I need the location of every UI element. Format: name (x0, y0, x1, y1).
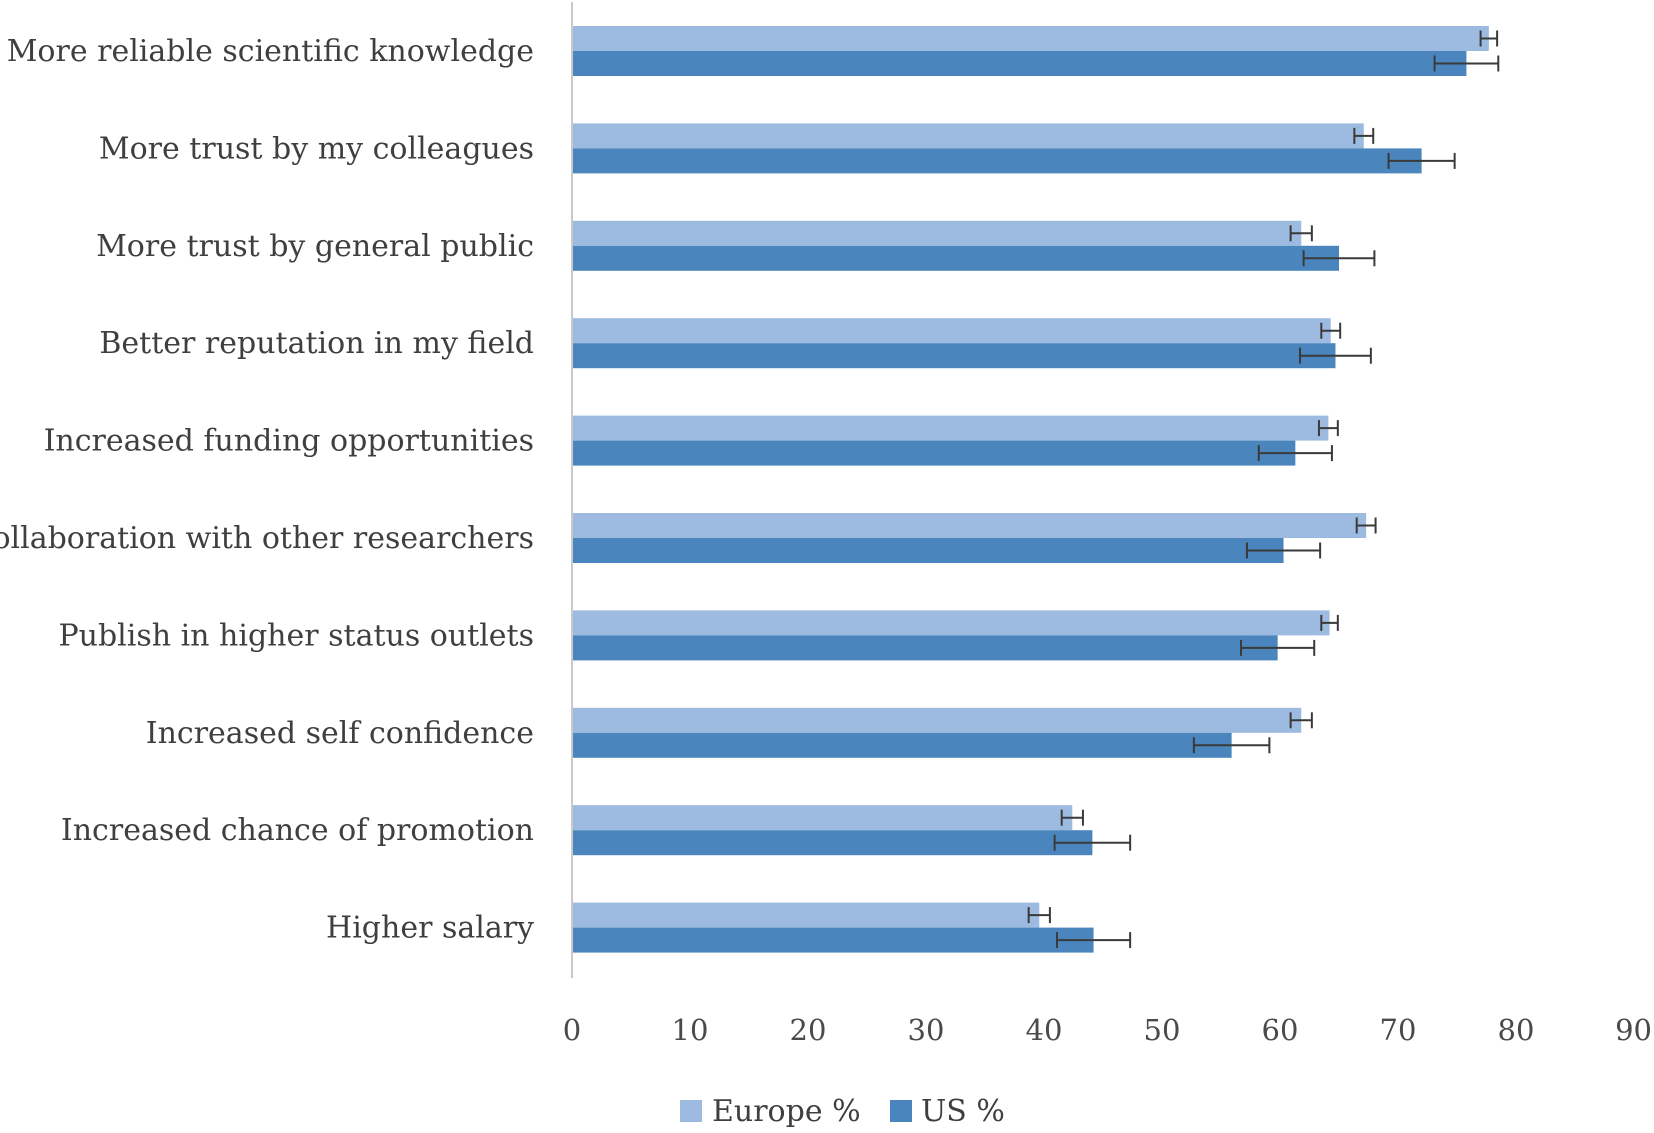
bar-us (572, 732, 1232, 758)
x-tick-label: 50 (1144, 1013, 1181, 1047)
legend-label: Europe % (712, 1094, 861, 1129)
x-tick-label: 0 (563, 1013, 581, 1047)
bar-us (572, 635, 1278, 661)
error-bar-europe (1289, 712, 1313, 729)
error-bar-us (1299, 347, 1372, 364)
bar-europe (572, 610, 1330, 636)
bar-europe (572, 26, 1489, 51)
bar-europe (572, 805, 1073, 831)
error-bar-europe (1479, 30, 1499, 47)
category-label: Publish in higher status outlets (58, 618, 534, 653)
category-label: More trust by my colleagues (99, 131, 534, 166)
bar-europe (572, 415, 1329, 441)
bar-us (572, 830, 1093, 856)
error-bar-europe (1027, 907, 1051, 924)
bar-europe (572, 513, 1367, 538)
bar-europe (572, 123, 1364, 149)
category-label: Better reputation in my field (99, 326, 534, 361)
error-bar-us (1055, 932, 1132, 949)
category-label: Increased funding opportunities (44, 424, 534, 459)
category-label: More reliable scientific knowledge (7, 34, 534, 69)
error-bar-europe (1317, 420, 1339, 437)
bar-us (572, 538, 1284, 563)
error-bar-us (1387, 152, 1456, 169)
category-label: Increased self confidence (146, 716, 534, 751)
category-label: Collaboration with other researchers (0, 521, 534, 556)
error-bar-europe (1353, 127, 1375, 144)
x-tick-label: 40 (1026, 1013, 1063, 1047)
error-bar-us (1053, 834, 1132, 851)
error-bar-europe (1060, 809, 1084, 826)
bar-europe (572, 318, 1331, 344)
bars (572, 26, 1489, 953)
bar-us (572, 440, 1296, 466)
error-bar-europe (1320, 614, 1339, 631)
error-bar-us (1302, 250, 1376, 267)
error-bars (1027, 30, 1500, 949)
error-bar-us (1245, 542, 1322, 559)
legend-swatch (890, 1100, 912, 1122)
error-bar-us (1257, 445, 1333, 462)
legend-item-us: US % (890, 1094, 1005, 1129)
bar-us (572, 245, 1339, 271)
x-tick-label: 60 (1262, 1013, 1299, 1047)
x-tick-label: 20 (790, 1013, 827, 1047)
x-tick-label: 70 (1380, 1013, 1417, 1047)
bar-us (572, 51, 1467, 76)
bar-europe (572, 707, 1302, 733)
x-tick-label: 90 (1615, 1013, 1652, 1047)
x-axis-tick-labels: 0 10 20 30 40 50 60 70 80 90 (563, 1013, 1652, 1047)
category-labels: More reliable scientific knowledge More t… (0, 34, 534, 946)
category-label: More trust by general public (96, 229, 534, 264)
legend: Europe % US % (680, 1094, 1005, 1129)
error-bar-europe (1289, 225, 1313, 242)
legend-item-europe: Europe % (680, 1094, 861, 1129)
category-label: Higher salary (326, 911, 534, 946)
bar-us (572, 927, 1094, 953)
category-label: Increased chance of promotion (61, 813, 534, 848)
bar-europe (572, 220, 1302, 246)
error-bar-us (1192, 737, 1271, 754)
x-tick-label: 80 (1498, 1013, 1535, 1047)
error-bar-us (1433, 55, 1500, 72)
error-bar-us (1240, 639, 1316, 656)
x-tick-label: 10 (672, 1013, 709, 1047)
legend-label: US % (921, 1094, 1005, 1129)
error-bar-europe (1320, 322, 1342, 339)
bar-europe (572, 902, 1040, 928)
bar-us (572, 343, 1336, 369)
bar-us (572, 148, 1422, 174)
x-tick-label: 30 (908, 1013, 945, 1047)
legend-swatch (680, 1100, 702, 1122)
error-bar-europe (1355, 517, 1377, 534)
